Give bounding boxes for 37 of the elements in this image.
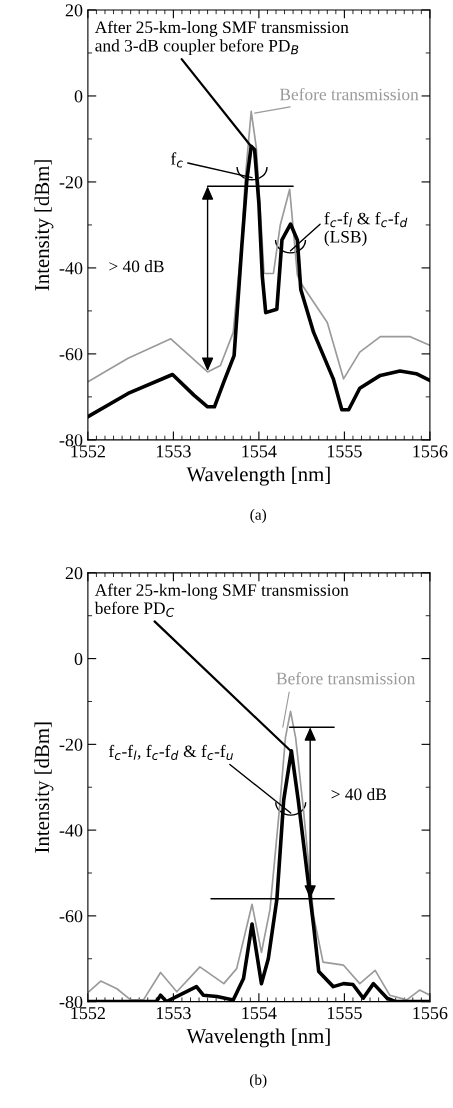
y-tick-label: -80	[59, 434, 83, 447]
y-tick-label: -80	[59, 995, 83, 1009]
annotation: Before transmission	[279, 87, 419, 101]
y-tick-label: 0	[74, 90, 83, 103]
annotation: > 40 dB	[109, 260, 164, 273]
x-tick-label: 1554	[242, 1007, 277, 1020]
x-axis-title: Wavelength [nm]	[186, 1028, 330, 1048]
annotation: > 40 dB	[331, 787, 386, 801]
text: f$_{c}$-f$_{l}$, f$_{c}$-f$_{d}$ & f$_{c}$-f$_{u}$	[108, 744, 233, 761]
text: f$_{c}$-f$_{l}$ & f$_{c}$-f$_{d}$ (LSB)	[324, 211, 408, 247]
y-tick-label: 0	[74, 652, 83, 666]
y-tick-label: -20	[59, 176, 83, 189]
annotation: Before transmission	[276, 671, 416, 685]
x-tick-label: 1555	[327, 1007, 362, 1020]
y-tick-label: -40	[59, 262, 83, 275]
x-tick-label: 1552	[71, 445, 105, 458]
x-tick-label: 1554	[242, 445, 277, 458]
y-tick-label: 20	[65, 567, 83, 580]
y-tick-label: -40	[59, 824, 83, 837]
x-axis-title: Wavelength [nm]	[186, 466, 330, 486]
y-tick-label: -60	[59, 910, 83, 923]
annotation: After 25-km-long SMF transmission and 3-dB coupler before PD$_{B}$	[94, 20, 349, 56]
annotation: After 25-km-long SMF transmission before PD$_{C}$	[94, 583, 349, 617]
x-tick-label: 1553	[156, 1007, 191, 1020]
y-axis-title: Intensity [dBm]	[34, 160, 54, 291]
x-tick-label: 1556	[413, 1007, 448, 1020]
x-tick-label: 1552	[71, 1007, 105, 1020]
y-axis-title: Intensity [dBm]	[34, 722, 54, 853]
y-tick-label: -20	[59, 738, 83, 751]
text: (b)	[249, 1074, 267, 1089]
x-tick-label: 1556	[413, 445, 448, 458]
annotation: f$_{c}$	[170, 152, 183, 168]
x-tick-label: 1553	[156, 445, 191, 458]
text: (a)	[250, 509, 267, 523]
y-tick-label: 20	[65, 4, 83, 17]
y-tick-label: -60	[59, 348, 83, 361]
x-tick-label: 1555	[327, 445, 362, 458]
